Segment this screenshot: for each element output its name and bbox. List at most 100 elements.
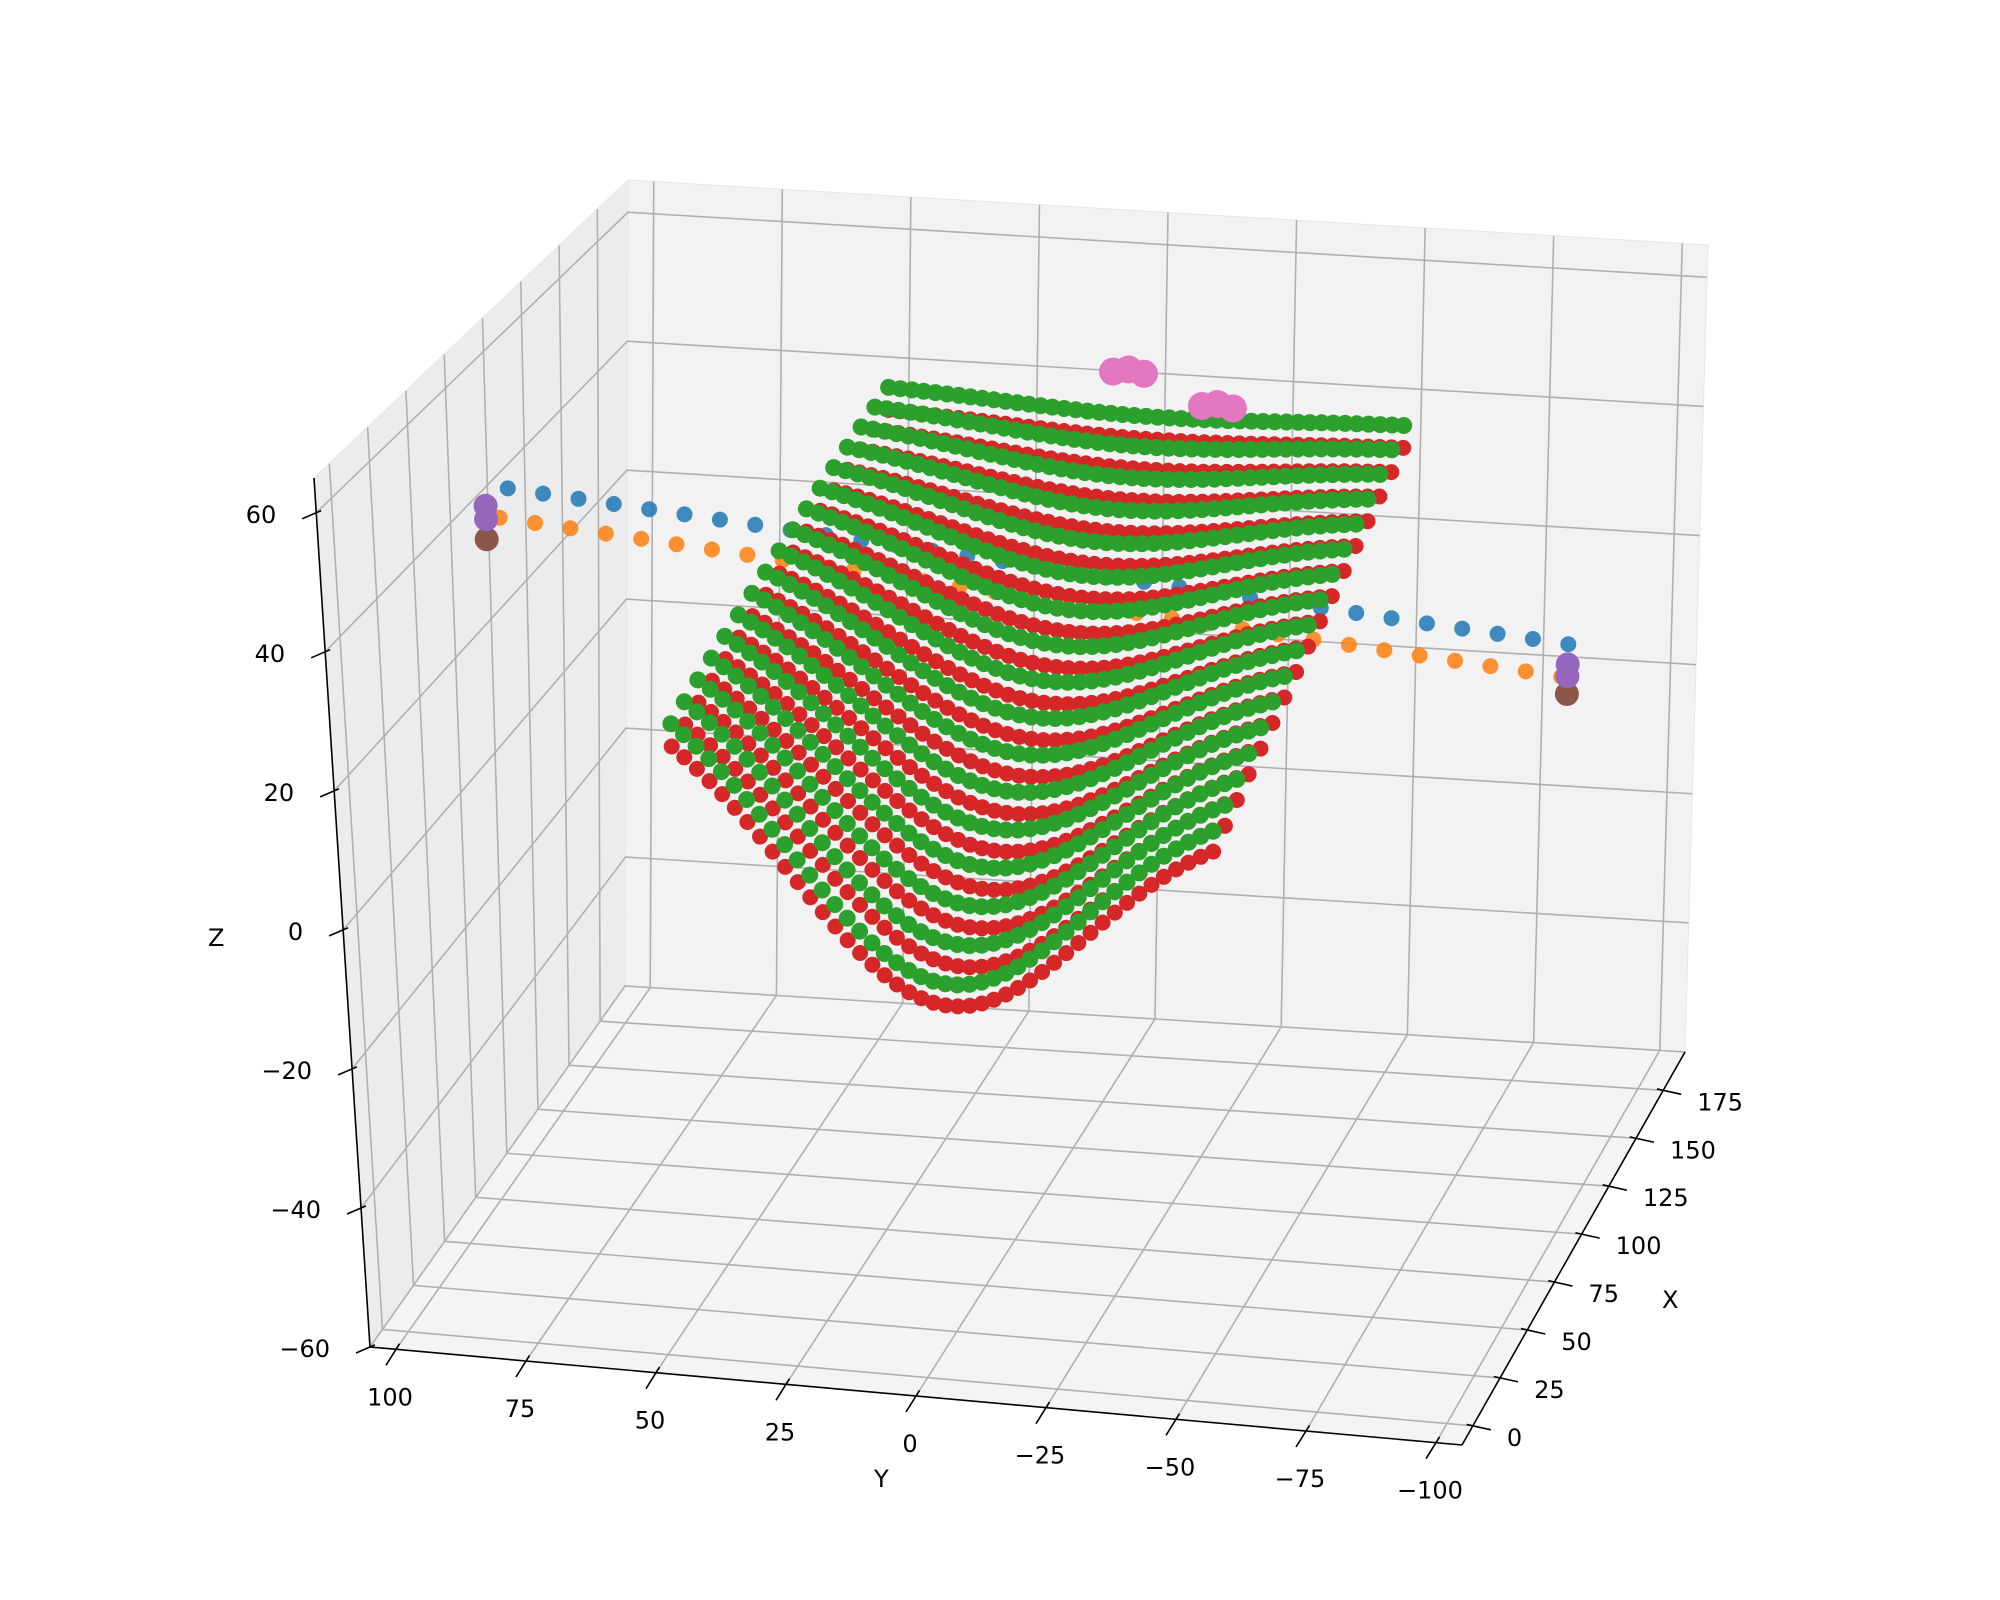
red-membrane-point xyxy=(1038,583,1055,600)
y-tick-label: −50 xyxy=(1145,1453,1196,1481)
x-tick-label: 125 xyxy=(1643,1184,1689,1212)
red-membrane-point xyxy=(987,722,1004,739)
z-tick-label: 20 xyxy=(264,779,295,807)
green-membrane-point xyxy=(815,666,833,684)
red-membrane-point xyxy=(1119,894,1135,911)
green-membrane-point xyxy=(715,658,733,676)
green-membrane-point xyxy=(1134,502,1152,520)
red-membrane-point xyxy=(865,730,882,747)
green-membrane-point xyxy=(827,676,845,694)
red-membrane-point xyxy=(855,609,872,626)
green-membrane-point xyxy=(1169,502,1187,520)
green-membrane-point xyxy=(1253,440,1271,458)
blue-cable-point xyxy=(641,501,658,518)
red-membrane-point xyxy=(815,768,832,785)
red-membrane-point xyxy=(1010,980,1026,996)
red-membrane-point xyxy=(937,955,954,972)
red-membrane-point xyxy=(879,660,895,677)
tick-mark xyxy=(645,1366,661,1390)
red-membrane-point xyxy=(893,596,910,613)
tick-mark xyxy=(319,788,340,798)
green-membrane-point xyxy=(740,677,757,695)
green-membrane-point xyxy=(728,635,746,653)
red-membrane-point xyxy=(1022,972,1038,989)
green-membrane-point xyxy=(1046,710,1064,727)
green-membrane-point xyxy=(726,737,743,755)
grid-line-z xyxy=(342,598,1697,931)
green-membrane-point xyxy=(738,791,756,808)
red-membrane-point xyxy=(998,843,1015,860)
green-membrane-point xyxy=(900,916,918,933)
red-membrane-point xyxy=(961,959,978,976)
green-membrane-point xyxy=(1047,673,1065,691)
green-membrane-point xyxy=(1194,470,1212,488)
green-membrane-point xyxy=(890,646,908,664)
red-membrane-point xyxy=(701,773,718,790)
red-membrane-point xyxy=(702,737,719,754)
blue-cable-point xyxy=(1560,636,1577,653)
red-membrane-point xyxy=(901,984,918,1001)
green-membrane-point xyxy=(700,750,718,768)
red-membrane-point xyxy=(727,724,744,741)
green-membrane-point xyxy=(1229,469,1247,487)
red-membrane-point xyxy=(1094,914,1111,931)
red-membrane-point xyxy=(726,799,743,816)
red-membrane-point xyxy=(937,912,954,929)
red-membrane-point xyxy=(1074,554,1091,571)
green-membrane-point xyxy=(716,627,734,645)
green-membrane-point xyxy=(752,687,770,705)
orange-cable-point xyxy=(1482,658,1499,675)
red-membrane-point xyxy=(949,916,966,933)
red-membrane-point xyxy=(1048,659,1065,675)
green-membrane-point xyxy=(973,898,991,916)
green-membrane-point xyxy=(888,770,906,788)
green-membrane-point xyxy=(866,629,884,647)
green-membrane-point xyxy=(889,685,907,703)
green-membrane-point xyxy=(1146,502,1164,520)
orange-cable-point xyxy=(527,515,543,531)
green-membrane-point xyxy=(888,907,905,925)
green-membrane-point xyxy=(764,736,782,754)
green-membrane-point xyxy=(854,621,872,639)
purple-end-point xyxy=(1555,652,1580,677)
red-membrane-point xyxy=(913,900,930,917)
green-membrane-point xyxy=(826,848,844,866)
tick-mark xyxy=(1295,1424,1311,1448)
green-membrane-point xyxy=(1130,843,1148,861)
green-membrane-point xyxy=(876,760,894,778)
red-membrane-point xyxy=(876,967,893,984)
red-membrane-point xyxy=(961,919,978,936)
green-membrane-point xyxy=(864,749,881,767)
red-membrane-point xyxy=(930,580,947,597)
green-membrane-point xyxy=(1311,591,1329,609)
red-membrane-point xyxy=(1011,690,1028,707)
red-membrane-point xyxy=(792,670,809,687)
green-membrane-point xyxy=(877,676,895,694)
red-membrane-point xyxy=(1022,806,1039,823)
red-membrane-point xyxy=(1046,803,1063,820)
red-membrane-point xyxy=(1059,731,1076,748)
red-membrane-point xyxy=(901,938,918,955)
red-membrane-point xyxy=(917,609,933,626)
red-membrane-point xyxy=(997,918,1014,935)
tick-mark xyxy=(1425,1436,1441,1460)
red-membrane-point xyxy=(1024,654,1041,671)
red-membrane-point xyxy=(852,850,868,866)
green-membrane-point xyxy=(1009,783,1027,801)
tick-mark xyxy=(1629,1136,1655,1144)
blue-cable-point xyxy=(1348,605,1365,621)
green-membrane-point xyxy=(688,703,706,721)
red-membrane-point xyxy=(962,836,979,853)
red-membrane-point xyxy=(1084,660,1101,677)
red-membrane-point xyxy=(949,874,966,891)
red-membrane-point xyxy=(1035,694,1052,711)
green-membrane-point xyxy=(1264,693,1282,711)
green-membrane-point xyxy=(754,621,772,639)
red-membrane-point xyxy=(892,631,908,648)
red-membrane-point xyxy=(901,759,918,776)
green-membrane-point xyxy=(1118,852,1136,870)
red-membrane-point xyxy=(827,870,844,887)
tick-mark xyxy=(310,648,331,659)
green-membrane-point xyxy=(742,613,760,631)
green-membrane-point xyxy=(777,710,795,727)
